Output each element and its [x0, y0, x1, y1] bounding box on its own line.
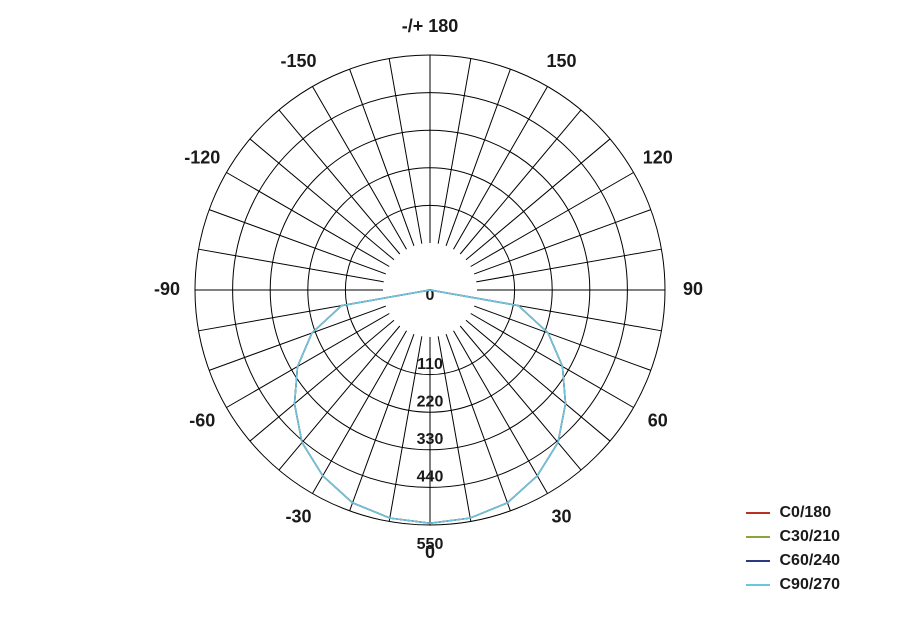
legend-item: C0/180 — [746, 504, 841, 522]
svg-text:110: 110 — [417, 356, 443, 373]
svg-text:60: 60 — [648, 410, 668, 430]
svg-text:440: 440 — [417, 469, 444, 486]
svg-text:-/+ 180: -/+ 180 — [402, 16, 459, 36]
legend-label: C90/270 — [780, 576, 841, 594]
svg-text:120: 120 — [643, 147, 673, 167]
legend-swatch — [746, 512, 770, 514]
svg-text:150: 150 — [546, 51, 576, 71]
svg-text:-90: -90 — [154, 279, 180, 299]
legend-label: C30/210 — [780, 528, 841, 546]
legend-swatch — [746, 536, 770, 538]
legend-label: C60/240 — [780, 552, 841, 570]
svg-text:330: 330 — [417, 431, 444, 448]
svg-text:-120: -120 — [184, 147, 220, 167]
svg-text:30: 30 — [551, 507, 571, 527]
legend-swatch — [746, 560, 770, 562]
legend-item: C60/240 — [746, 552, 841, 570]
svg-text:220: 220 — [417, 393, 444, 410]
legend-item: C90/270 — [746, 576, 841, 594]
svg-text:550: 550 — [417, 536, 444, 553]
legend-item: C30/210 — [746, 528, 841, 546]
legend-swatch — [746, 584, 770, 586]
svg-text:90: 90 — [683, 279, 703, 299]
svg-text:-60: -60 — [189, 410, 215, 430]
legend-label: C0/180 — [780, 504, 832, 522]
svg-text:-150: -150 — [280, 51, 316, 71]
svg-text:-30: -30 — [285, 507, 311, 527]
legend: C0/180 C30/210 C60/240 C90/270 — [746, 504, 841, 600]
